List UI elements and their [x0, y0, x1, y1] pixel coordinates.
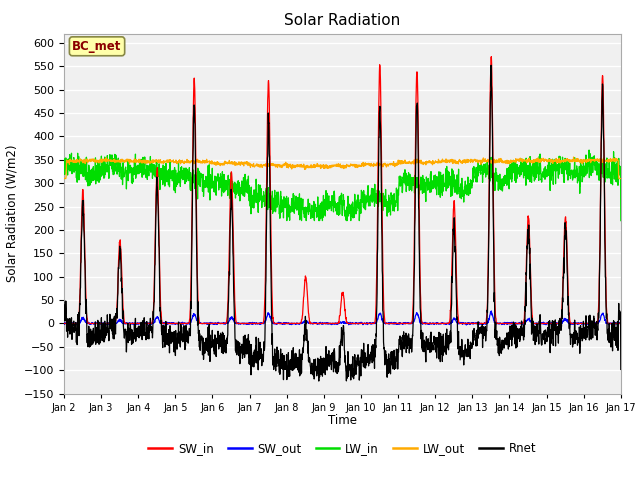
Line: SW_in: SW_in — [64, 57, 621, 324]
SW_in — [488, 54, 495, 60]
SW_out — [505, 320, 513, 326]
LW_in — [359, 193, 367, 199]
Y-axis label: Solar Radiation (W/m2): Solar Radiation (W/m2) — [5, 145, 19, 282]
LW_out — [60, 176, 68, 181]
X-axis label: Time: Time — [328, 414, 357, 427]
Rnet — [359, 353, 367, 359]
Rnet — [60, 311, 68, 317]
LW_out — [504, 159, 512, 165]
SW_out — [358, 321, 366, 326]
Line: LW_in: LW_in — [64, 150, 621, 221]
LW_in — [585, 147, 593, 153]
LW_out — [570, 154, 577, 160]
Rnet — [216, 343, 223, 348]
SW_in — [617, 321, 625, 326]
Rnet — [617, 367, 625, 372]
Text: BC_met: BC_met — [72, 40, 122, 53]
Line: Rnet: Rnet — [64, 65, 621, 381]
LW_out — [568, 157, 575, 163]
SW_out — [488, 308, 495, 314]
SW_in — [60, 321, 68, 326]
Line: LW_out: LW_out — [64, 157, 621, 179]
LW_in — [371, 181, 379, 187]
LW_out — [216, 161, 223, 167]
Rnet — [568, 333, 576, 338]
SW_out — [216, 321, 223, 326]
LW_out — [584, 158, 591, 164]
Title: Solar Radiation: Solar Radiation — [284, 13, 401, 28]
LW_out — [358, 160, 366, 166]
SW_in — [568, 321, 575, 326]
SW_out — [371, 320, 378, 326]
SW_in — [504, 321, 512, 326]
SW_out — [463, 322, 470, 328]
SW_out — [584, 321, 591, 326]
LW_in — [617, 218, 625, 224]
SW_out — [617, 321, 625, 326]
Rnet — [505, 329, 513, 335]
SW_out — [568, 321, 576, 327]
Rnet — [584, 332, 591, 338]
LW_in — [584, 170, 591, 176]
LW_in — [216, 179, 223, 185]
LW_out — [617, 176, 625, 181]
SW_in — [358, 321, 366, 326]
Rnet — [487, 62, 495, 68]
SW_in — [371, 320, 378, 326]
Rnet — [371, 336, 379, 342]
SW_in — [216, 321, 223, 326]
Line: SW_out: SW_out — [64, 311, 621, 325]
Rnet — [315, 378, 323, 384]
LW_in — [60, 165, 68, 171]
LW_in — [283, 218, 291, 224]
LW_out — [371, 162, 378, 168]
LW_in — [504, 182, 512, 188]
SW_in — [584, 321, 591, 326]
LW_in — [568, 167, 575, 173]
SW_out — [60, 321, 68, 326]
Legend: SW_in, SW_out, LW_in, LW_out, Rnet: SW_in, SW_out, LW_in, LW_out, Rnet — [144, 437, 541, 460]
